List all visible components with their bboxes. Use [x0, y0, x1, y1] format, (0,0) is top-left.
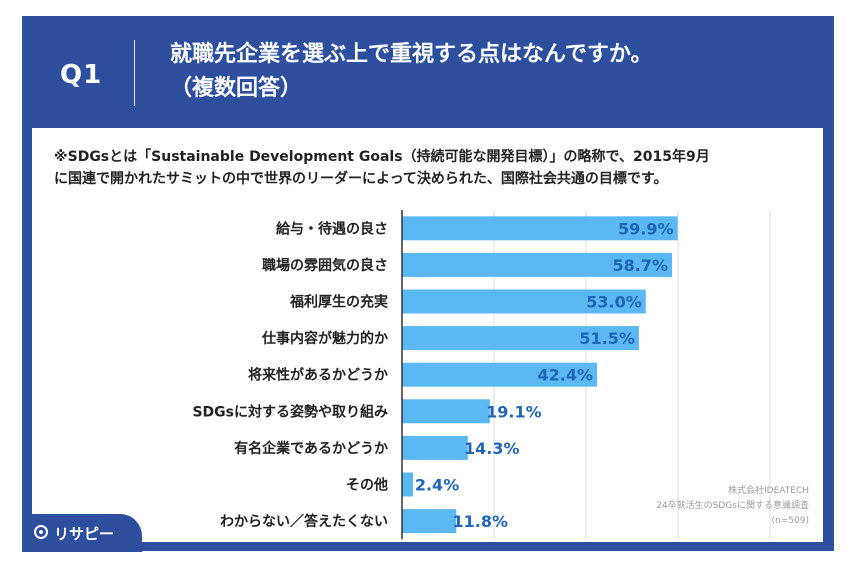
bar — [402, 216, 678, 241]
bar — [402, 252, 673, 277]
risapy-logo: リサピー — [22, 514, 142, 552]
question-title-line1: 就職先企業を選ぶ上で重視する点はなんですか。 — [170, 42, 653, 67]
value-label: 58.7% — [613, 256, 669, 275]
bar — [402, 435, 468, 460]
value-label: 11.8% — [453, 512, 509, 531]
value-label: 14.3% — [464, 439, 520, 458]
bar — [402, 362, 598, 387]
value-label: 2.4% — [415, 476, 459, 495]
category-label: 給与・待遇の良さ — [276, 220, 388, 237]
question-title: 就職先企業を選ぶ上で重視する点はなんですか。 （複数回答） — [170, 38, 652, 106]
category-label: 職場の雰囲気の良さ — [262, 257, 388, 274]
value-label: 42.4% — [538, 366, 594, 385]
category-label: その他 — [346, 477, 388, 494]
value-label: 59.9% — [618, 219, 674, 238]
bar — [402, 509, 457, 534]
bar — [402, 399, 490, 424]
question-header: Q1 就職先企業を選ぶ上で重視する点はなんですか。 （複数回答） — [22, 16, 834, 128]
category-label: 福利厚生の充実 — [289, 294, 388, 311]
value-label: 19.1% — [486, 402, 542, 421]
category-label: 仕事内容が魅力的か — [261, 330, 388, 347]
bar-chart: 給与・待遇の良さ 59.9% 職場の雰囲気の良さ 58.7% 福利厚生の充実 53.0% 仕… — [192, 210, 771, 540]
bar — [402, 326, 639, 351]
question-title-line2: （複数回答） — [170, 76, 303, 101]
logo-text: リサピー — [54, 525, 115, 543]
chart-panel: ※SDGsとは「Sustainable Development Goals（持続… — [22, 128, 823, 552]
header-divider — [134, 40, 135, 106]
bar — [402, 289, 646, 314]
category-label: 有名企業であるかどうか — [234, 440, 388, 457]
bar — [402, 472, 414, 497]
pin-icon — [34, 525, 48, 539]
source-survey: 24卒就活生のSDGsに関する意識調査 — [656, 501, 809, 511]
category-label: SDGsに対する姿勢や取り組み — [192, 403, 388, 420]
sdgs-note: ※SDGsとは「Sustainable Development Goals（持続… — [54, 146, 814, 190]
question-number: Q1 — [60, 60, 103, 90]
category-label: わからない／答えたくない — [220, 513, 388, 530]
sdgs-note-line1: ※SDGsとは「Sustainable Development Goals（持続… — [54, 149, 710, 165]
value-label: 53.0% — [586, 293, 642, 312]
source-sample-size: (n=509) — [771, 516, 809, 526]
value-label: 51.5% — [579, 329, 635, 348]
category-label: 将来性があるかどうか — [248, 367, 388, 384]
sdgs-note-line2: に国連で開かれたサミットの中で世界のリーダーによって決められた、国際社会共通の目… — [54, 171, 668, 187]
card-frame: Q1 就職先企業を選ぶ上で重視する点はなんですか。 （複数回答） ※SDGsとは… — [22, 16, 834, 552]
source-credit: 株式会社IDEATECH 24卒就活生のSDGsに関する意識調査 (n=509) — [656, 484, 809, 529]
source-company: 株式会社IDEATECH — [728, 486, 809, 496]
